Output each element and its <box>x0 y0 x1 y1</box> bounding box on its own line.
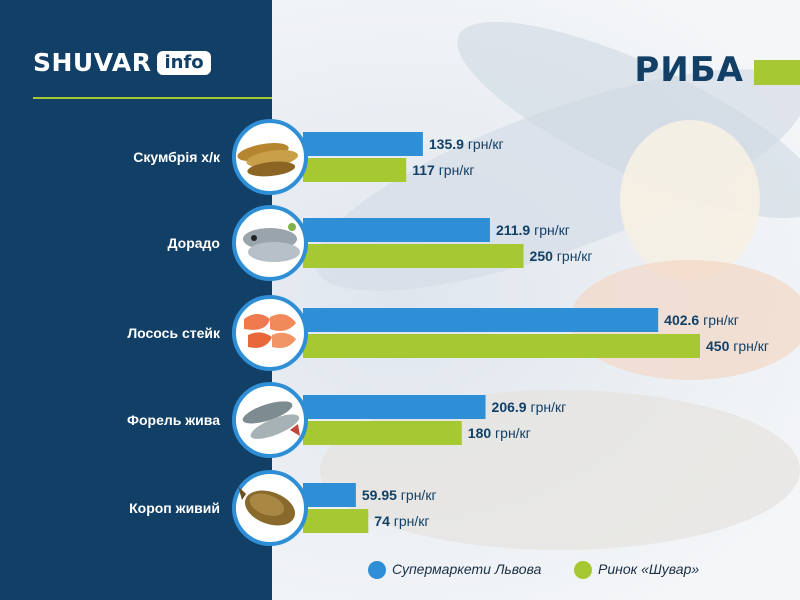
bar-supermarkets <box>303 308 659 332</box>
value-label: 250 грн/кг <box>530 248 593 264</box>
title-accent-bar <box>754 60 800 85</box>
page-title: РИБА <box>634 50 744 90</box>
legend-swatch-blue <box>368 561 386 580</box>
category-label: Короп живий <box>129 500 220 516</box>
legend-swatch-green <box>574 561 592 580</box>
bar-market <box>303 158 407 182</box>
category-label: Форель жива <box>127 412 220 428</box>
value-label: 74 грн/кг <box>374 513 429 529</box>
value-label: 206.9 грн/кг <box>492 399 567 415</box>
salmon-steak-image <box>232 295 308 371</box>
dorado-fish-image <box>232 205 308 281</box>
value-label: 180 грн/кг <box>468 425 531 441</box>
category-label: Лосось стейк <box>127 325 221 341</box>
bar-supermarkets <box>303 395 486 419</box>
bar-supermarkets <box>303 132 423 156</box>
bar-supermarkets <box>303 218 490 242</box>
bar-market <box>303 244 524 268</box>
sidebar-panel <box>0 0 272 600</box>
logo-divider <box>33 97 272 99</box>
value-label: 450 грн/кг <box>706 338 769 354</box>
bar-market <box>303 421 462 445</box>
legend-item-market: Ринок «Шувар» <box>574 561 700 580</box>
shuvar-info-logo: SHUVAR info <box>33 49 211 81</box>
value-label: 117 грн/кг <box>412 162 474 178</box>
trout-image <box>232 382 308 458</box>
carp-image <box>232 470 308 546</box>
category-label: Дорадо <box>168 235 220 251</box>
value-label: 402.6 грн/кг <box>664 312 739 328</box>
legend-label: Супермаркети Львова <box>392 561 542 577</box>
value-label: 59.95 грн/кг <box>362 487 437 503</box>
logo-badge: info <box>157 51 211 75</box>
bar-market <box>303 334 700 358</box>
value-label: 135.9 грн/кг <box>429 136 504 152</box>
bar-supermarkets <box>303 483 356 507</box>
logo-wordmark: SHUVAR <box>33 48 152 77</box>
bar-market <box>303 509 369 533</box>
legend-item-supermarkets: Супермаркети Львова <box>368 561 542 580</box>
legend-label: Ринок «Шувар» <box>598 561 700 577</box>
category-label: Скумбрія х/к <box>133 149 221 165</box>
smoked-mackerel-image <box>232 119 308 195</box>
value-label: 211.9 грн/кг <box>496 222 570 238</box>
